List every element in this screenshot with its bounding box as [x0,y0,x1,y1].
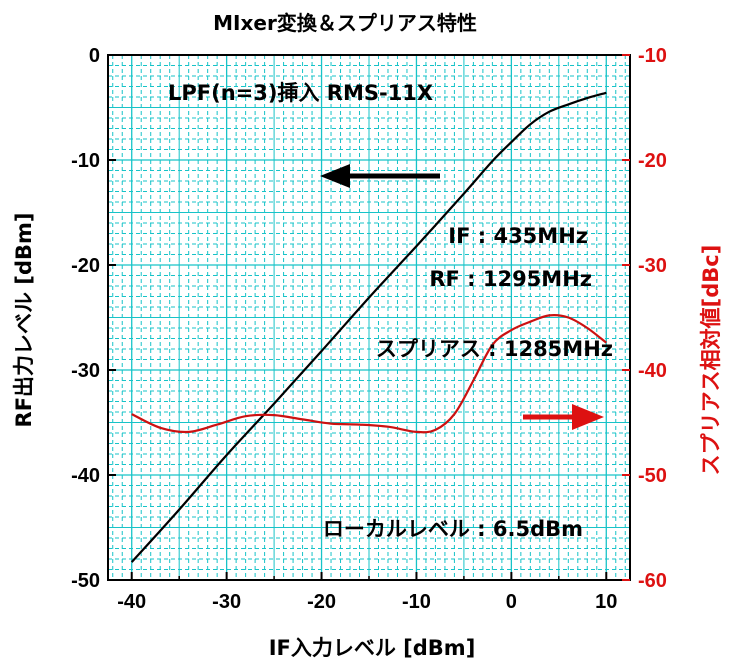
y-left-tick-label: -50 [71,570,100,592]
annotation-rf: RF : 1295MHz [429,267,592,291]
left-axis-arrow-head [320,164,350,188]
y-left-tick-label: 0 [89,45,100,67]
chart-title: MIxer変換＆スプリアス特性 [213,11,477,35]
x-axis-title: IF入力レベル [dBm] [269,636,476,660]
grid [108,54,630,581]
annotation-spur: スプリアス : 1285MHz [376,337,613,361]
y-left-tick-label: -30 [71,360,100,382]
annotation-if: IF : 435MHz [448,224,588,248]
y-right-tick-label: -30 [638,255,667,277]
axis-ticks: -40 -30 -20 -10 0 10 -50 -40 -30 -20 -10 0 -60 -50 -40… [71,45,667,613]
x-tick-label: 10 [595,591,617,613]
y-left-tick-label: -40 [71,465,100,487]
y-right-tick-label: -40 [638,360,667,382]
x-tick-label: -20 [307,591,336,613]
x-tick-label: -10 [402,591,431,613]
y-left-tick-label: -10 [71,150,100,172]
series-line-spurious [131,314,607,434]
right-axis-arrow-head [572,404,604,430]
x-tick-label: -30 [212,591,241,613]
x-tick-label: 0 [506,591,517,613]
y-right-tick-label: -60 [638,570,667,592]
y-right-tick-label: -20 [638,150,667,172]
y-left-tick-label: -20 [71,255,100,277]
y-right-tick-label: -50 [638,465,667,487]
y-axis-title-left: RF出力レベル [dBm] [12,213,36,428]
annotation-lo: ローカルレベル : 6.5dBm [323,517,583,541]
arrows [320,164,604,430]
annotation-filter: LPF(n=3)挿入 RMS-11X [168,81,433,105]
y-right-tick-label: -10 [638,45,667,67]
y-axis-title-right: スプリアス相対値[dBc] [699,245,723,476]
series-line-rf-output [130,91,607,563]
series-layer [130,91,607,563]
x-tick-label: -40 [117,591,146,613]
